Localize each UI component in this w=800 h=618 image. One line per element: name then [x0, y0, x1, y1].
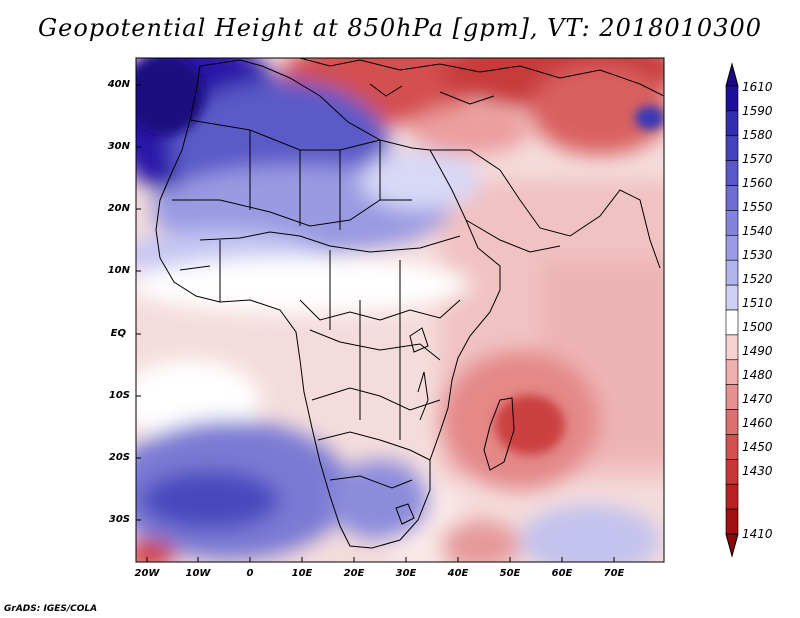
colorbar-swatch: [725, 160, 739, 186]
lon-label: 0: [246, 568, 254, 579]
lon-label: 40E: [447, 568, 469, 579]
colorbar-label: 1560: [742, 176, 773, 190]
colorbar-label: 1550: [742, 200, 773, 214]
colorbar-swatch: [725, 284, 739, 311]
colorbar-swatch: [725, 508, 739, 535]
lat-label: 20S: [108, 452, 130, 463]
colorbar-swatch: [725, 434, 739, 460]
colorbar-label: 1460: [742, 416, 773, 430]
height-field: [136, 58, 664, 562]
colorbar-label: 1500: [742, 320, 773, 334]
footer-credit: GrADS: IGES/COLA: [4, 604, 98, 614]
axis-ticks: [136, 84, 615, 562]
lat-label: 40N: [107, 79, 130, 90]
colorbar-swatch: [725, 185, 739, 211]
lat-label: EQ: [110, 328, 126, 339]
lon-label: 60E: [551, 568, 573, 579]
colorbar-swatch: [725, 135, 739, 161]
colorbar-swatch: [725, 110, 739, 137]
colorbar-label: 1520: [742, 272, 773, 286]
map-frame: [135, 57, 665, 563]
lat-label: 30N: [107, 141, 130, 152]
lon-label: 20W: [134, 568, 160, 579]
lat-label: 20N: [107, 203, 130, 214]
colorbar-label: 1530: [742, 248, 773, 262]
colorbar-swatch: [725, 235, 739, 261]
lon-label: 10E: [291, 568, 313, 579]
colorbar: [725, 62, 739, 558]
colorbar-label: 1590: [742, 104, 773, 118]
lon-label: 10W: [185, 568, 211, 579]
colorbar-swatch: [725, 210, 739, 236]
lon-label: 30E: [395, 568, 417, 579]
coastlines: [155, 58, 664, 549]
lat-label: 30S: [108, 514, 130, 525]
colorbar-swatch: [725, 309, 739, 336]
colorbar-swatch: [725, 85, 739, 112]
lat-label: 10N: [107, 265, 130, 276]
colorbar-label: 1610: [742, 80, 773, 94]
colorbar-swatch: [725, 483, 739, 510]
colorbar-label: 1490: [742, 344, 773, 358]
lon-label: 50E: [499, 568, 521, 579]
lon-label: 70E: [603, 568, 625, 579]
colorbar-swatch: [725, 259, 739, 286]
colorbar-swatch: [725, 334, 739, 361]
colorbar-label: 1410: [742, 527, 773, 541]
colorbar-label: 1450: [742, 440, 773, 454]
colorbar-label: 1480: [742, 368, 773, 382]
colorbar-swatch: [725, 459, 739, 485]
colorbar-label: 1510: [742, 296, 773, 310]
colorbar-swatch: [725, 384, 739, 410]
lat-label: 10S: [108, 390, 130, 401]
colorbar-label: 1580: [742, 128, 773, 142]
map-title: Geopotential Height at 850hPa [gpm], VT:…: [38, 14, 762, 42]
colorbar-top-arrow: [725, 62, 739, 87]
colorbar-label: 1430: [742, 464, 773, 478]
colorbar-label: 1540: [742, 224, 773, 238]
colorbar-bottom-arrow: [725, 533, 739, 558]
lon-label: 20E: [343, 568, 365, 579]
colorbar-swatch: [725, 359, 739, 385]
colorbar-label: 1470: [742, 392, 773, 406]
colorbar-label: 1570: [742, 152, 773, 166]
colorbar-swatch: [725, 409, 739, 435]
